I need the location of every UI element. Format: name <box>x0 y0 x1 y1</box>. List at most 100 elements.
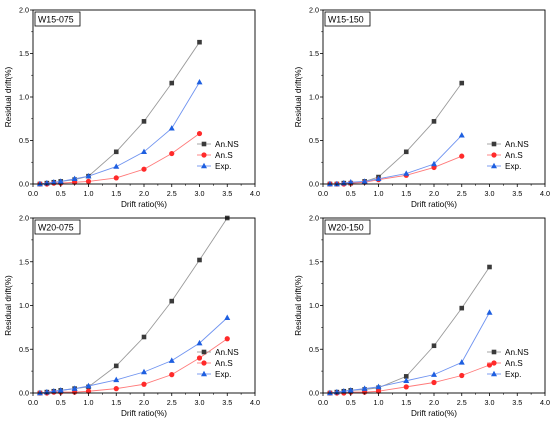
data-point <box>113 376 120 383</box>
data-point <box>486 309 493 315</box>
panel-title: W15-150 <box>324 11 371 27</box>
series-line <box>39 81 200 185</box>
x-tick-label: 3.0 <box>485 189 495 198</box>
data-point <box>85 382 92 389</box>
legend-label: Exp. <box>505 162 521 171</box>
legend-marker <box>201 152 207 158</box>
y-tick-label: 1.0 <box>309 301 319 310</box>
data-point <box>85 388 92 394</box>
x-tick-label: 4.0 <box>540 398 550 407</box>
y-axis-label: Residual drift(%) <box>294 66 303 127</box>
x-tick-label: 0.5 <box>346 398 356 407</box>
x-tick-label: 0.0 <box>318 398 328 407</box>
legend-marker <box>491 141 497 147</box>
data-point <box>458 132 465 138</box>
data-point <box>113 149 119 155</box>
data-point <box>196 79 203 85</box>
legend-label: An.S <box>505 151 523 160</box>
data-point <box>169 372 175 378</box>
data-point <box>459 372 465 379</box>
series-line <box>329 155 462 185</box>
data-point <box>375 383 382 390</box>
y-tick-label: 0.5 <box>309 136 319 145</box>
series-anns <box>327 264 492 396</box>
x-tick-label: 3.5 <box>222 398 232 407</box>
legend: An.NS An.S Exp. <box>487 348 529 379</box>
y-tick-label: 2.0 <box>309 214 319 223</box>
data-point <box>333 180 340 187</box>
legend-label: An.NS <box>505 348 529 357</box>
chart-panel-3: 0.0 0.5 1.0 1.5 2.0 2.5 3.0 3.5 4.0 0.0 0.5 1.0 1.5 2… <box>4 214 260 419</box>
data-point <box>459 305 465 311</box>
y-tick-label: 1.5 <box>309 49 319 58</box>
y-axis-label: Residual drift(%) <box>4 275 13 336</box>
data-point <box>36 389 43 396</box>
data-point <box>141 119 147 124</box>
series-exp <box>326 132 465 187</box>
data-point <box>431 343 437 349</box>
chart-panel-1: 0.0 0.5 1.0 1.5 2.0 2.5 3.0 3.5 4.0 0.0 0.5 1.0 1.5 2… <box>4 6 260 210</box>
legend-marker <box>201 349 207 355</box>
data-point <box>431 371 437 377</box>
x-tick-label: 1.0 <box>84 398 94 407</box>
series-anns <box>37 215 230 396</box>
data-point <box>141 368 147 375</box>
data-point <box>340 388 347 394</box>
data-point <box>113 175 119 181</box>
x-axis-label: Drift ratio(%) <box>411 409 457 418</box>
data-point <box>141 334 147 340</box>
legend-marker <box>491 162 497 169</box>
y-tick-label: 1.5 <box>309 257 319 266</box>
data-point <box>196 355 203 361</box>
series-line <box>39 41 200 185</box>
panel-title-box <box>324 11 371 27</box>
data-point <box>375 388 382 394</box>
panel-title-text: W20-075 <box>38 223 74 233</box>
y-tick-label: 0.5 <box>309 345 319 354</box>
y-tick-label: 1.0 <box>19 301 29 310</box>
series-line <box>39 217 228 394</box>
data-point <box>347 179 354 185</box>
legend: An.NS An.S Exp. <box>197 140 239 171</box>
legend-label: An.NS <box>215 348 239 357</box>
series-exp <box>36 314 231 396</box>
chart-panel-4: 0.0 0.5 1.0 1.5 2.0 2.5 3.0 3.5 4.0 0.0 0.5 1.0 1.5 2… <box>294 214 550 419</box>
series-line <box>39 133 200 185</box>
data-point <box>403 384 409 390</box>
panel-title-box <box>34 219 81 235</box>
panel-title-text: W15-150 <box>328 15 364 25</box>
data-point <box>196 339 203 346</box>
data-point <box>168 125 175 131</box>
series-anns <box>327 80 465 187</box>
y-tick-label: 1.5 <box>19 49 29 58</box>
panel-title-text: W15-075 <box>38 15 74 25</box>
x-axis-label: Drift ratio(%) <box>121 200 167 209</box>
data-point <box>57 178 64 184</box>
x-tick-label: 2.5 <box>457 398 467 407</box>
x-tick-label: 2.5 <box>167 398 177 407</box>
series-line <box>39 317 228 394</box>
y-tick-label: 2.0 <box>19 214 29 223</box>
x-tick-label: 1.0 <box>374 398 384 407</box>
data-point <box>361 385 368 391</box>
x-tick-label: 3.5 <box>512 189 522 198</box>
data-point <box>113 386 119 392</box>
x-tick-label: 3.0 <box>195 189 205 198</box>
y-tick-label: 0.0 <box>309 389 319 398</box>
legend: An.NS An.S Exp. <box>197 348 239 379</box>
data-point <box>459 153 465 159</box>
data-point <box>141 166 147 172</box>
x-tick-label: 3.0 <box>195 398 205 407</box>
data-point <box>85 172 92 179</box>
data-point <box>326 180 333 187</box>
data-point <box>486 362 493 368</box>
legend-label: Exp. <box>215 370 231 379</box>
panel-title-text: W20-150 <box>328 223 364 233</box>
legend-marker <box>491 349 497 355</box>
x-tick-label: 4.0 <box>250 189 260 198</box>
data-point <box>169 150 175 157</box>
x-tick-label: 1.5 <box>111 189 121 198</box>
data-point <box>403 374 409 379</box>
data-point <box>224 314 231 320</box>
